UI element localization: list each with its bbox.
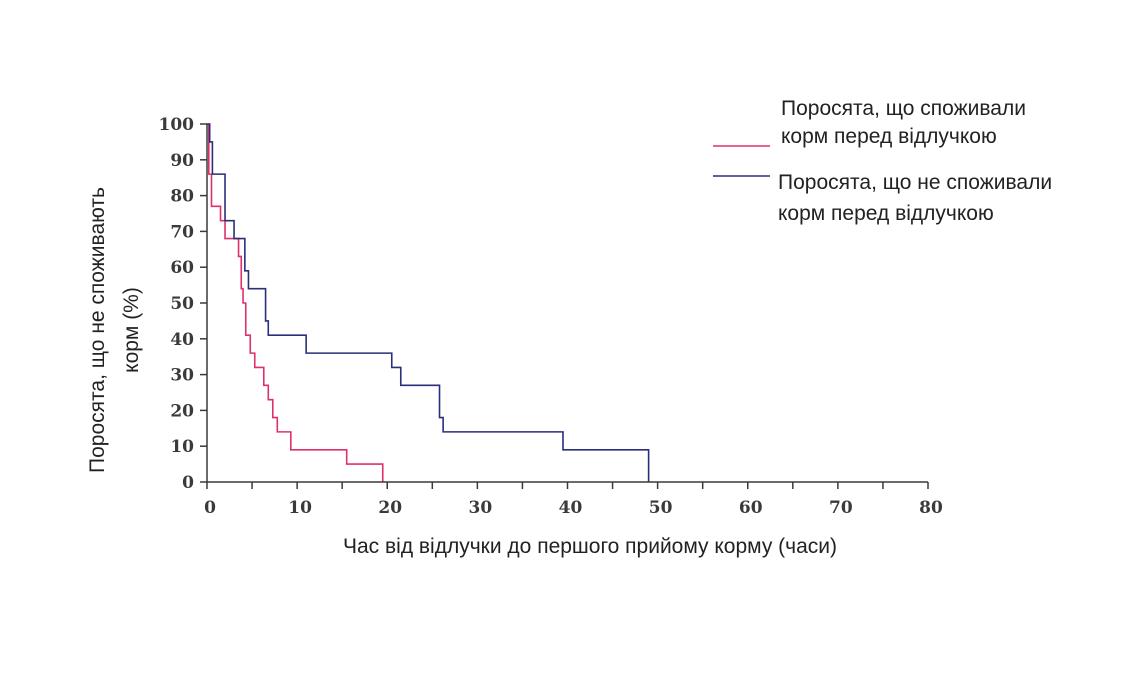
series-line-unfed — [207, 123, 650, 482]
y-tick-label: 40 — [170, 330, 194, 350]
x-ticks: 0 10 20 30 40 50 60 70 80 — [204, 482, 943, 518]
legend-label-unfed-line-2: корм перед відлучкою — [778, 202, 994, 225]
y-axis-label-line-1: Поросята, що не споживають — [86, 187, 109, 473]
legend-label-unfed-line-1: Поросята, що не споживали — [778, 171, 1052, 194]
x-tick-label: 50 — [649, 498, 673, 518]
x-tick-label: 20 — [378, 498, 402, 518]
y-tick-label: 0 — [182, 473, 194, 493]
x-tick-label: 30 — [469, 498, 493, 518]
legend-label-fed-line-1: Поросята, що споживали — [781, 97, 1026, 120]
y-ticks: 0 10 20 30 40 50 60 70 80 90 100 — [159, 115, 207, 493]
y-tick-label: 50 — [170, 294, 194, 314]
x-axis-label: Час від відлучки до першого прийому корм… — [343, 535, 837, 558]
y-tick-label: 90 — [170, 151, 194, 171]
y-tick-label: 10 — [170, 437, 194, 457]
y-tick-label: 20 — [170, 401, 194, 421]
x-tick-label: 0 — [204, 498, 216, 518]
series-layer — [207, 123, 650, 482]
y-tick-label: 30 — [170, 366, 194, 386]
y-tick-label: 100 — [159, 115, 195, 135]
x-tick-label: 10 — [288, 498, 312, 518]
y-axis-label-line-2: корм (%) — [120, 287, 143, 373]
x-tick-label: 80 — [919, 498, 943, 518]
x-tick-label: 70 — [829, 498, 853, 518]
y-tick-label: 60 — [170, 258, 194, 278]
series-line-fed — [207, 123, 384, 482]
x-tick-label: 40 — [559, 498, 583, 518]
x-tick-label: 60 — [739, 498, 763, 518]
y-tick-label: 70 — [170, 222, 194, 242]
y-axis-label: Поросята, що не споживають корм (%) — [86, 187, 143, 473]
y-tick-label: 80 — [170, 187, 194, 207]
legend-label-fed-line-2: корм перед відлучкою — [781, 125, 997, 148]
legend: Поросята, що споживали корм перед відлуч… — [713, 97, 1052, 225]
